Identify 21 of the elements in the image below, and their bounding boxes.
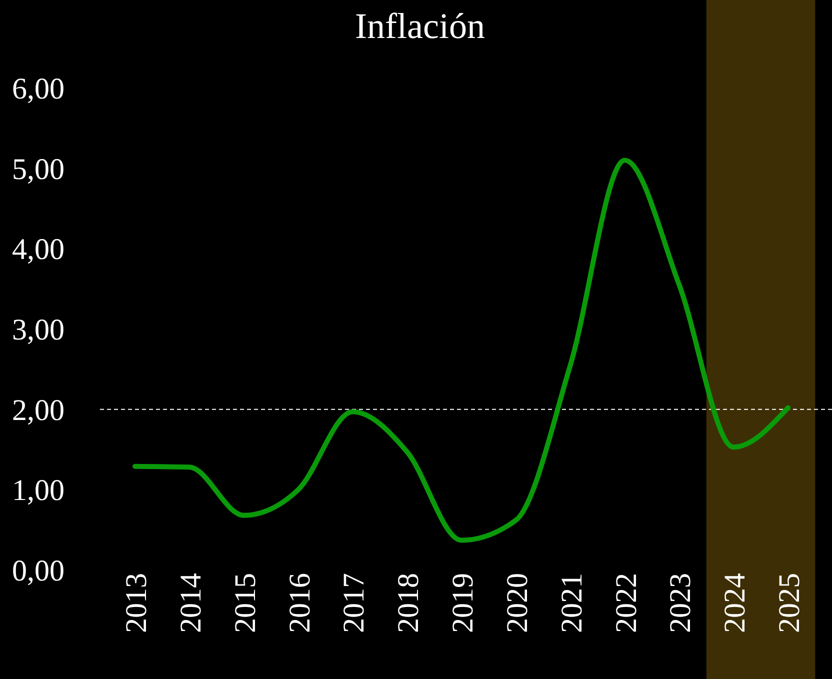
y-tick-label: 1,00 xyxy=(12,474,64,508)
y-tick-label: 3,00 xyxy=(12,314,64,346)
y-tick-label: 5,00 xyxy=(12,152,64,186)
y-tick-label: 0,00 xyxy=(12,554,64,588)
x-tick-label: 2016 xyxy=(283,573,316,633)
x-tick-label: 2015 xyxy=(228,573,262,633)
y-tick-label: 2,00 xyxy=(12,394,64,427)
x-tick-label: 2014 xyxy=(174,573,208,633)
x-tick-label: 2022 xyxy=(610,573,643,633)
x-tick-label: 2018 xyxy=(392,573,426,633)
x-tick-label: 2024 xyxy=(718,573,752,633)
x-tick-label: 2019 xyxy=(446,573,480,633)
x-tick-label: 2020 xyxy=(500,573,534,633)
x-tick-label: 2017 xyxy=(338,573,371,633)
x-tick-label: 2025 xyxy=(773,573,806,633)
x-tick-label: 2023 xyxy=(664,573,698,633)
x-tick-label: 2021 xyxy=(555,573,588,633)
x-tick-label: 2013 xyxy=(120,573,153,633)
y-tick-label: 6,00 xyxy=(12,72,64,106)
y-tick-label: 4,00 xyxy=(12,233,64,266)
chart-title: Inflación xyxy=(355,6,485,46)
